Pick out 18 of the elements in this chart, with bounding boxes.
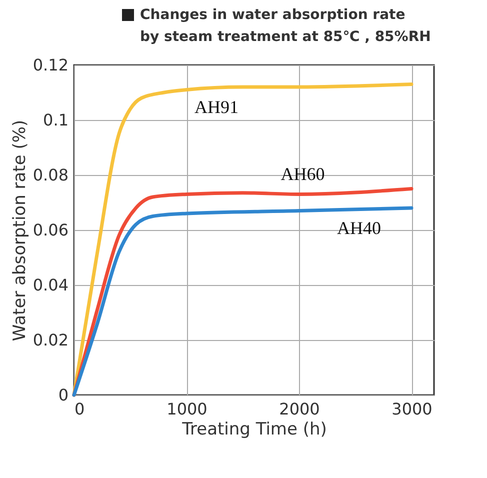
series-label: AH40	[337, 218, 381, 238]
x-tick-label: 2000	[279, 400, 320, 418]
y-axis-title: Water absorption rate (%)	[10, 120, 30, 342]
x-axis-title: Treating Time (h)	[181, 420, 327, 440]
x-tick-label: 1000	[166, 400, 208, 418]
y-tick-label: 0.08	[32, 166, 68, 184]
y-tick-label: 0	[58, 386, 68, 404]
x-tick-label: 0	[74, 400, 85, 418]
line-series	[72, 82, 414, 397]
chart-title: Changes in water absorption rate by steam treatment at 85℃ , 85%RH	[140, 6, 431, 47]
series-label: AH91	[194, 96, 238, 117]
x-tick-label: 3000	[392, 400, 432, 418]
series-label: AH60	[280, 164, 325, 184]
y-tick-label: 0.1	[43, 110, 68, 130]
y-tick-label: 0.02	[32, 330, 68, 350]
y-tick-label: 0.06	[32, 220, 68, 240]
y-tick-label: 0.04	[32, 276, 68, 294]
y-tick-label: 0.12	[32, 56, 68, 74]
